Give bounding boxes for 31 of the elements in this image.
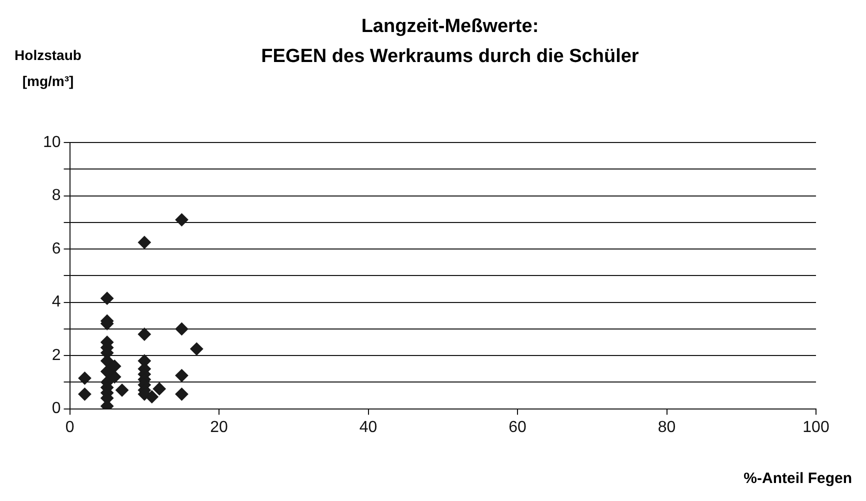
x-tick-label: 80 — [658, 418, 676, 436]
y-tick-label: 2 — [52, 346, 61, 364]
y-tick-label: 4 — [52, 294, 61, 311]
x-tick-label: 100 — [802, 418, 830, 436]
point — [116, 384, 129, 397]
point — [175, 322, 188, 336]
point — [190, 342, 204, 356]
point — [108, 370, 122, 384]
point — [108, 360, 122, 373]
y-tick-label: 6 — [52, 240, 61, 258]
point — [175, 369, 188, 382]
x-tick-label: 60 — [508, 418, 527, 436]
point — [78, 372, 92, 385]
y-tick-label: 0 — [52, 400, 61, 418]
point — [152, 382, 166, 396]
x-tick-label: 40 — [359, 418, 378, 436]
point — [175, 388, 188, 401]
point — [138, 328, 151, 341]
y-axis-title: Holzstaub [mg/m³] — [14, 46, 82, 91]
point — [145, 390, 158, 404]
y-tick-label: 8 — [52, 187, 61, 204]
x-tick-label: 20 — [210, 418, 228, 436]
y-tick-label: 10 — [43, 134, 61, 152]
x-axis-title: %-Anteil Fegen — [744, 470, 852, 487]
chart-title: Langzeit-Meßwerte: FEGEN des Werkraums durch die Schüler — [260, 15, 640, 69]
point — [100, 292, 114, 305]
point — [138, 236, 151, 249]
point — [78, 388, 92, 401]
point — [175, 213, 188, 226]
point — [100, 365, 114, 378]
x-tick-label: 0 — [65, 418, 74, 436]
